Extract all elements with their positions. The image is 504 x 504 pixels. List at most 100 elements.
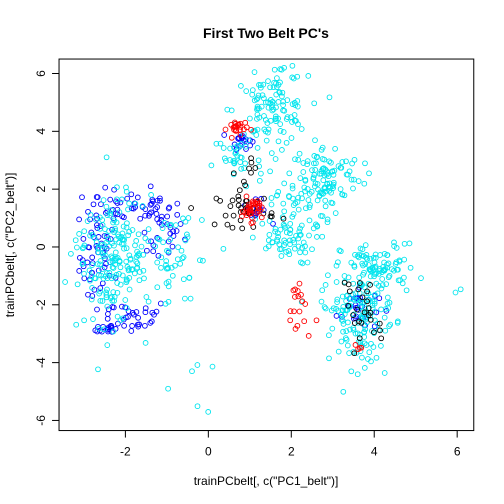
data-point-blue <box>105 306 112 313</box>
data-point-red <box>302 301 309 307</box>
data-point-black <box>229 197 236 204</box>
data-point-cyan <box>334 296 341 303</box>
data-point-cyan <box>296 150 303 157</box>
data-point-blue <box>243 146 249 152</box>
data-point-cyan <box>114 184 120 191</box>
data-point-cyan <box>87 277 93 284</box>
data-point-cyan <box>275 99 282 105</box>
data-point-cyan <box>167 236 174 243</box>
data-point-cyan <box>265 126 272 133</box>
data-point-cyan <box>120 223 127 230</box>
data-point-cyan <box>88 296 95 303</box>
data-point-cyan <box>369 264 376 271</box>
data-point-blue <box>164 213 171 220</box>
data-point-blue <box>142 305 149 312</box>
data-point-cyan <box>269 107 276 114</box>
data-point-cyan <box>372 317 378 324</box>
y-tick-label: -6 <box>34 415 48 426</box>
data-point-cyan <box>106 270 113 276</box>
data-point-red <box>292 294 298 300</box>
data-point-cyan <box>293 232 299 239</box>
data-point-cyan <box>163 258 170 264</box>
data-point-black <box>222 212 229 219</box>
data-point-cyan <box>154 259 161 266</box>
data-point-blue <box>148 209 154 216</box>
data-point-cyan <box>182 237 189 244</box>
data-point-cyan <box>251 69 258 75</box>
data-point-cyan <box>275 234 281 240</box>
data-point-blue <box>132 204 139 210</box>
data-point-black <box>345 281 352 288</box>
data-point-cyan <box>268 201 275 208</box>
data-point-red <box>352 342 359 348</box>
data-point-cyan <box>339 159 346 165</box>
data-point-cyan <box>72 237 79 244</box>
data-point-cyan <box>290 211 297 217</box>
data-point-cyan <box>406 240 413 247</box>
data-point-cyan <box>104 342 111 348</box>
data-point-black <box>359 294 366 301</box>
data-point-cyan <box>125 267 132 274</box>
data-point-cyan <box>379 282 386 288</box>
data-point-cyan <box>378 285 385 292</box>
data-point-blue <box>147 201 154 208</box>
data-point-blue <box>95 234 102 240</box>
data-point-cyan <box>108 207 114 213</box>
data-point-cyan <box>158 254 165 261</box>
data-point-cyan <box>322 166 329 173</box>
data-point-cyan <box>180 254 187 260</box>
data-point-cyan <box>271 66 278 73</box>
data-point-cyan <box>138 243 145 250</box>
data-point-cyan <box>330 185 336 191</box>
data-point-cyan <box>365 301 372 307</box>
data-point-cyan <box>362 242 369 248</box>
data-point-cyan <box>169 272 176 279</box>
data-point-cyan <box>295 194 301 201</box>
data-point-cyan <box>329 200 336 207</box>
data-point-cyan <box>129 227 136 233</box>
data-point-cyan <box>117 281 124 288</box>
data-point-blue <box>231 141 238 148</box>
data-point-cyan <box>175 244 181 251</box>
data-point-cyan <box>209 363 216 370</box>
data-point-blue <box>129 323 135 329</box>
data-point-cyan <box>289 101 296 107</box>
data-point-black <box>367 282 373 288</box>
data-point-black <box>356 318 362 325</box>
data-point-cyan <box>132 242 138 249</box>
data-point-cyan <box>101 242 108 248</box>
x-tick-label: 6 <box>454 445 461 459</box>
data-point-cyan <box>127 255 134 262</box>
data-point-cyan <box>159 225 166 231</box>
data-point-cyan <box>173 222 179 228</box>
data-point-cyan <box>288 135 295 141</box>
data-point-cyan <box>292 200 299 207</box>
data-point-cyan <box>286 170 293 177</box>
data-point-blue <box>147 183 154 190</box>
data-point-blue <box>371 323 378 330</box>
data-point-cyan <box>268 104 275 111</box>
data-point-blue <box>105 326 111 333</box>
data-point-cyan <box>359 354 365 361</box>
data-point-cyan <box>375 271 382 277</box>
data-point-cyan <box>141 275 147 282</box>
data-point-cyan <box>275 188 282 195</box>
data-point-cyan <box>373 354 380 361</box>
data-point-red <box>246 201 252 208</box>
data-point-cyan <box>322 282 329 288</box>
data-point-cyan <box>281 180 288 187</box>
data-point-blue <box>89 254 96 261</box>
data-point-red <box>305 333 312 339</box>
data-point-blue <box>81 275 88 282</box>
data-point-red <box>258 214 265 221</box>
data-point-cyan <box>254 106 260 113</box>
data-point-cyan <box>361 269 367 276</box>
data-point-cyan <box>289 185 296 192</box>
data-point-cyan <box>290 75 297 82</box>
data-point-cyan <box>99 298 106 304</box>
data-point-cyan <box>243 88 250 94</box>
data-point-blue <box>98 201 104 208</box>
data-point-cyan <box>133 238 140 244</box>
data-point-blue <box>152 206 159 212</box>
data-point-cyan <box>295 243 302 250</box>
